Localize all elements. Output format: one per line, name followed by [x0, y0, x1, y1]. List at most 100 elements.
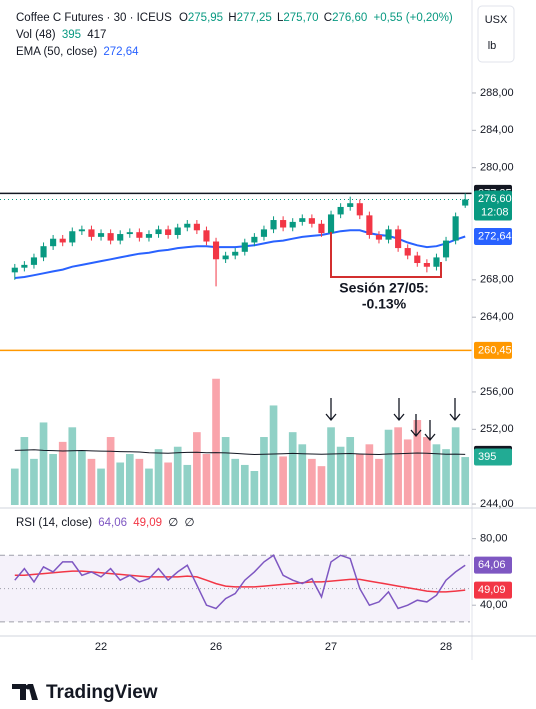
ohlc-key: H — [228, 12, 236, 24]
candle-body — [414, 255, 421, 264]
volume-bar — [375, 458, 383, 505]
annotation-text: Sesión 27/05: — [339, 280, 429, 296]
candle-body — [366, 215, 373, 235]
volume-bar — [451, 427, 460, 505]
rsi-line — [14, 554, 466, 610]
unit: lb — [488, 40, 497, 52]
candle-body — [289, 221, 296, 228]
candle-body — [97, 233, 105, 237]
candle-body — [184, 223, 191, 228]
legend-line: RSI (14, close) 64,06 49,09 ∅ ∅ — [16, 517, 195, 529]
volume-bar — [279, 456, 287, 505]
volume-bar — [355, 454, 364, 505]
x-tick-label: 28 — [440, 641, 452, 653]
volume-bar — [269, 405, 278, 505]
price-badge-label: 260,45 — [478, 344, 512, 356]
candle-body — [375, 234, 383, 240]
x-tick-label: 22 — [95, 641, 107, 653]
volume-bar — [346, 437, 355, 505]
volume-bar — [365, 444, 374, 505]
volume-bar — [432, 444, 441, 505]
brand: TradingView — [46, 682, 158, 703]
volume-bar — [135, 458, 144, 505]
logo-dot — [25, 684, 31, 690]
price-badge — [474, 556, 512, 574]
price-badge-label: 272,64 — [478, 230, 512, 242]
rsi-extra: ∅ — [184, 517, 194, 529]
candle-body — [462, 199, 469, 206]
volume-bar — [317, 466, 326, 505]
candle-body — [385, 229, 392, 240]
volume-bar — [384, 429, 393, 505]
currency: USX — [485, 14, 508, 26]
volume-bar — [288, 432, 297, 505]
candle-body — [88, 229, 95, 237]
annotation — [330, 232, 442, 278]
ohlc-value: 275,95 — [188, 12, 223, 24]
volume-bar — [97, 468, 105, 505]
candle-body — [40, 246, 47, 258]
candle-body — [347, 203, 354, 207]
price-badge-label: 49,09 — [478, 584, 506, 596]
arrow — [393, 398, 405, 422]
arrows — [325, 398, 461, 442]
volume-bar — [183, 464, 192, 505]
price-badge — [474, 581, 512, 599]
logo[interactable]: TradingView — [12, 682, 158, 703]
volume-bar — [58, 441, 67, 505]
y-tick-label: 244,00 — [480, 498, 514, 510]
volume-bar — [336, 446, 345, 505]
volume-ma — [14, 449, 466, 456]
candle-body — [433, 257, 440, 267]
price-badge-label: 64,06 — [478, 559, 506, 571]
y-tick-label: 264,00 — [480, 311, 514, 323]
arrow — [410, 414, 422, 438]
y-tick-label: 252,00 — [480, 423, 514, 435]
rsi-band-fill — [0, 555, 470, 622]
volume-name: Vol (48) — [16, 29, 56, 41]
ohlc-key: L — [277, 12, 284, 24]
candle-body — [145, 234, 153, 238]
candle-body — [395, 229, 402, 249]
ema-name: EMA (50, close) — [16, 46, 97, 58]
bracket — [330, 232, 442, 278]
candle-body — [318, 223, 325, 234]
rsi-tick-label: 40,00 — [480, 599, 508, 611]
candle-body — [404, 248, 411, 256]
price-badge-label: 276,60 — [478, 193, 512, 205]
rsi-value: 64,06 — [98, 517, 127, 529]
volume-bar — [49, 454, 57, 505]
candle-body — [212, 241, 220, 260]
candle-body — [78, 229, 85, 232]
currency-box[interactable] — [477, 5, 515, 63]
volume-bar — [10, 468, 19, 505]
volume-bar — [461, 457, 470, 505]
volume-bar — [87, 458, 96, 505]
candle-body — [50, 238, 57, 247]
candle-body — [452, 216, 459, 241]
candle-body — [299, 218, 306, 222]
legend-line: Vol (48) 395 417 — [16, 29, 106, 41]
candle-body — [203, 230, 210, 242]
rsi-name: RSI (14, close) — [16, 517, 92, 529]
candle-body — [270, 220, 277, 230]
x-tick-label: 27 — [325, 641, 337, 653]
volume-bar — [202, 454, 211, 505]
candle-body — [280, 220, 287, 228]
volume-bar — [231, 458, 240, 505]
volume-bar — [308, 458, 316, 505]
price-badge — [474, 448, 512, 466]
volume-bar — [193, 432, 201, 505]
volume-value: 395 — [62, 29, 81, 41]
price-badge-label: 395 — [478, 451, 496, 463]
candle-body — [117, 234, 124, 241]
volume-bar — [106, 437, 115, 505]
price-badge — [474, 190, 512, 221]
volume-bar — [154, 449, 163, 505]
candle-body — [11, 267, 18, 273]
y-tick-label: 268,00 — [480, 274, 514, 286]
volume-bar — [423, 437, 431, 505]
volume-bar — [173, 446, 182, 505]
candle-body — [174, 227, 181, 235]
